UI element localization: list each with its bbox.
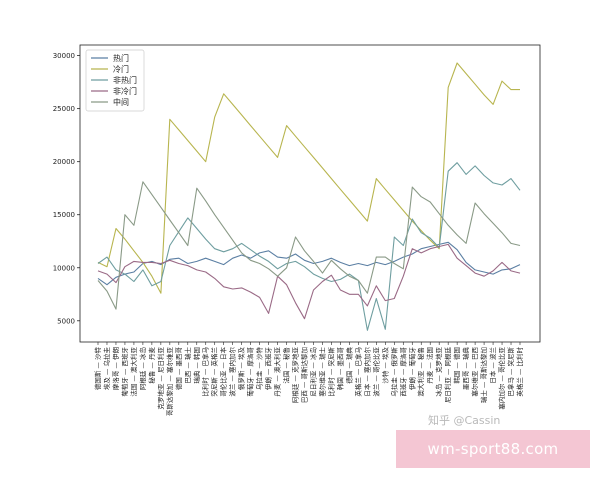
x-tick-label: 埃及 — 乌拉圭 — [102, 347, 111, 391]
x-tick-label: 冰岛 — 克罗地亚 — [434, 347, 443, 397]
x-tick-label: 尼日利亚 — 阿根廷 — [443, 347, 452, 404]
legend-label: 非冷门 — [113, 86, 137, 96]
x-tick-label: 日本 — 塞内加尔 — [362, 347, 371, 397]
x-tick-label: 伊朗 — 葡萄牙 — [407, 347, 416, 391]
series-line-0 — [97, 241, 521, 286]
x-tick-label: 沙特 — 埃及 — [380, 347, 389, 384]
legend-label: 中间 — [113, 97, 129, 107]
x-tick-label: 墨西哥 — 瑞典 — [461, 347, 470, 391]
x-tick-label: 澳大利亚 — 秘鲁 — [416, 347, 425, 397]
y-tick-label: 5000 — [57, 317, 75, 325]
x-tick-label: 葡萄牙 — 摩洛哥 — [246, 347, 255, 397]
x-tick-label: 伊朗 — 西班牙 — [264, 347, 273, 391]
x-tick-label: 哥斯达黎加 — 塞尔维亚 — [165, 347, 174, 417]
x-tick-label: 瑞典 — 韩国 — [192, 347, 201, 384]
y-tick-label: 20000 — [53, 158, 75, 166]
plot-area — [79, 44, 541, 343]
x-tick-label: 巴西 — 哥斯达黎加 — [300, 347, 309, 403]
series-line-4 — [97, 181, 521, 310]
site-banner[interactable]: wm-sport88.com — [396, 430, 590, 468]
x-tick-label: 德国斯 — 沙特 — [93, 347, 102, 391]
x-tick-label: 英格兰 — 巴拿马 — [353, 347, 362, 397]
x-tick-label: 丹麦 — 法国 — [425, 347, 434, 384]
y-tick-label: 25000 — [53, 105, 75, 113]
x-tick-label: 俄罗斯 — 埃及 — [237, 347, 246, 391]
legend-label: 非热门 — [113, 75, 137, 85]
legend-label: 热门 — [113, 53, 129, 63]
x-tick-label: 德国 — 瑞典 — [344, 347, 353, 384]
y-axis: 5000 10000 15000 20000 25000 30000 — [53, 52, 80, 325]
x-tick-label: 波兰 — 哥伦比亚 — [371, 347, 380, 397]
series-lines — [97, 62, 521, 331]
x-tick-label: 摩洛哥 — 伊朗 — [111, 347, 120, 390]
x-tick-label: 尼日利亚 — 冰岛 — [308, 347, 317, 397]
x-tick-label: 波兰 — 塞内加尔 — [228, 347, 237, 397]
x-tick-label: 哥伦比亚 — 日本 — [219, 347, 228, 397]
y-tick-label: 10000 — [53, 264, 75, 272]
x-tick-label: 丹麦 — 澳大利亚 — [273, 347, 282, 397]
x-tick-label: 法国 — 秘鲁 — [282, 347, 291, 384]
x-tick-label: 巴拿马 — 突尼斯 — [506, 347, 515, 397]
x-tick-label: 阿根廷 — 克罗地亚 — [291, 347, 300, 404]
x-tick-label: 西班牙 — 摩洛哥 — [398, 347, 407, 397]
y-tick-label: 15000 — [53, 211, 75, 219]
x-tick-label: 塞尔维亚 — 巴西 — [470, 347, 479, 397]
watermark: 知乎 @Cassin — [428, 414, 501, 427]
x-tick-label: 塞内加尔 — 哥伦比亚 — [497, 347, 506, 410]
x-tick-label: 比利时 — 突尼斯 — [326, 347, 335, 397]
x-tick-label: 韩国 — 墨西哥 — [335, 347, 344, 391]
x-tick-label: 乌拉圭 — 俄罗斯 — [389, 347, 398, 397]
x-tick-label: 葡萄牙 — 西班牙 — [120, 347, 129, 397]
x-tick-label: 德国 — 墨西哥 — [174, 347, 183, 391]
x-tick-label: 突尼斯 — 英格兰 — [210, 347, 219, 397]
series-line-3 — [97, 243, 521, 320]
x-tick-label: 比利时 — 巴拿马 — [201, 347, 210, 397]
x-axis: 德国斯 — 沙特 埃及 — 乌拉圭 摩洛哥 — 伊朗 葡萄牙 — 西班牙 法国 — 澳大… — [93, 342, 524, 416]
legend-label: 冷门 — [113, 64, 129, 74]
x-tick-label: 秘鲁 — 丹麦 — [147, 347, 156, 384]
series-line-1 — [97, 62, 520, 294]
x-tick-label: 塞尔维亚 — 瑞士 — [317, 347, 326, 397]
series-line-2 — [97, 162, 521, 331]
x-tick-label: 瑞士 — 哥斯达黎加 — [479, 347, 488, 403]
x-tick-label: 法国 — 澳大利亚 — [129, 347, 138, 397]
x-tick-label: 巴西 — 瑞士 — [183, 347, 192, 384]
x-tick-label: 英格兰 — 比利时 — [515, 347, 524, 397]
x-tick-label: 乌拉圭 — 沙特 — [255, 347, 264, 391]
x-tick-label: 阿根廷 — 冰岛 — [138, 347, 147, 390]
x-tick-label: 日本 — 波兰 — [488, 347, 497, 384]
legend-box — [85, 49, 145, 112]
x-tick-label: 克罗地亚 — 尼日利亚 — [156, 347, 165, 410]
y-tick-label: 30000 — [53, 52, 75, 60]
x-tick-label: 韩国 — 德国 — [452, 347, 461, 384]
